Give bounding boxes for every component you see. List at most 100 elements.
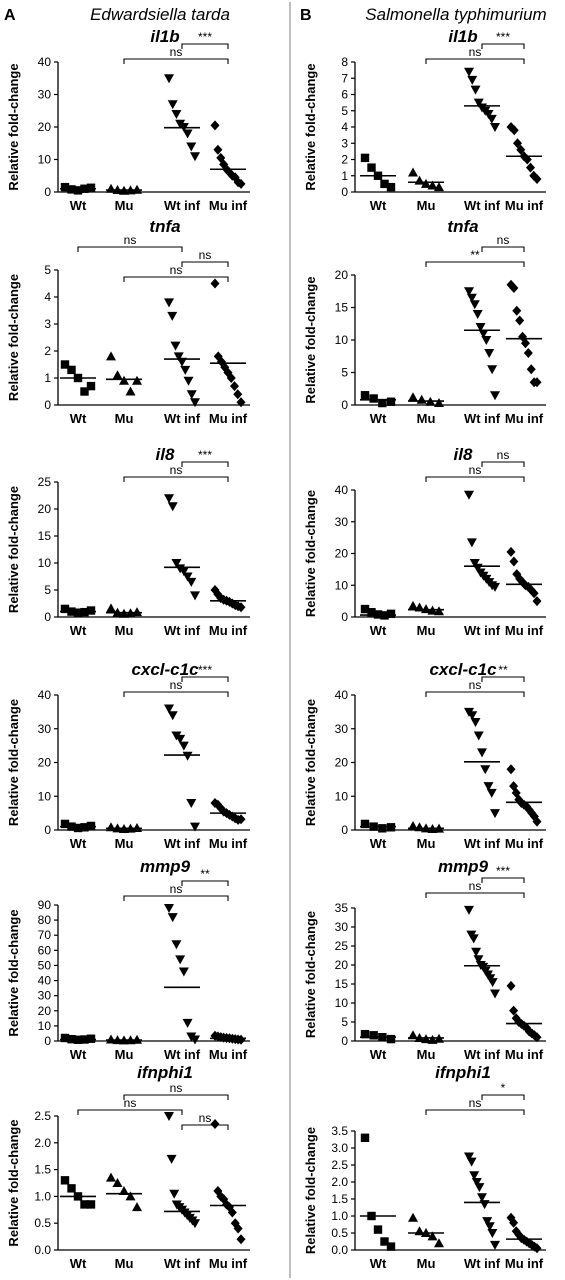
significance-bracket [481,676,525,682]
y-tick-label: 40 [335,483,349,497]
data-point [236,397,246,408]
data-point [421,178,431,188]
data-point [532,174,542,184]
data-point [164,704,174,714]
data-point [386,1034,396,1044]
data-point [132,184,142,194]
data-point [190,591,200,601]
y-tick-label: 80 [38,913,52,927]
x-tick-label: Wt [370,1256,387,1271]
significance-label: ns [170,263,183,277]
data-point [532,1032,542,1043]
data-point [360,819,370,829]
data-point [414,175,425,185]
data-point [167,913,178,923]
x-tick-label: Mu inf [209,1047,248,1062]
x-tick-label: Mu [417,1047,436,1062]
significance-bracket [425,691,525,697]
significance-bracket [425,58,525,64]
y-tick-label: 30 [38,989,52,1003]
chart-title: mmp9 [438,857,489,876]
y-tick-label: 2 [44,344,51,358]
data-point [464,287,474,297]
y-tick-label: 10 [38,1019,52,1033]
data-point [169,1189,180,1199]
data-point [213,144,223,155]
data-point [386,397,396,406]
y-axis-label: Relative fold-change [303,911,318,1038]
x-tick-label: Mu inf [209,1256,248,1271]
data-point [119,1186,129,1196]
data-point [487,365,498,375]
data-point [236,602,246,613]
y-tick-label: 10 [38,153,52,167]
x-tick-label: Wt inf [464,623,501,638]
x-tick-label: Mu inf [209,836,248,851]
y-tick-label: 0.5 [34,1216,51,1230]
data-point [487,978,498,988]
data-point [482,1217,493,1227]
y-tick-label: 1.0 [331,1209,348,1223]
data-point [434,182,444,192]
data-point [166,1154,177,1164]
data-point [164,494,174,504]
significance-bracket [425,261,525,267]
data-point [471,947,482,957]
data-point [73,186,83,195]
significance-bracket [181,676,229,682]
x-tick-label: Wt inf [164,198,201,213]
y-tick-label: 10 [335,789,349,803]
data-point [369,394,378,403]
x-tick-label: Mu inf [505,1256,544,1271]
x-tick-label: Wt [70,411,87,426]
x-tick-label: Wt inf [464,411,501,426]
significance-bracket [77,246,183,252]
data-point [478,329,489,339]
data-point [416,394,427,404]
significance-bracket [181,880,229,886]
significance-bracket [181,43,229,49]
chart-title: il8 [156,445,175,464]
y-axis-label: Relative fold-change [303,699,318,826]
chart-title: mmp9 [140,857,191,876]
y-axis-label: Relative fold-change [6,699,21,826]
data-point [182,129,193,139]
y-axis-label: Relative fold-change [6,1119,21,1246]
data-point [175,955,186,965]
data-point [60,604,70,614]
x-tick-label: Mu [115,411,134,426]
data-point [106,1172,116,1182]
y-tick-label: 20 [38,1004,52,1018]
significance-label: ns [199,248,212,262]
data-point [526,364,536,375]
y-tick-label: 3.0 [331,1141,348,1155]
chart-title: tnfa [149,217,180,236]
x-tick-label: Wt inf [164,411,201,426]
data-point [171,940,182,950]
x-tick-label: Wt [370,623,387,638]
data-point [186,142,197,152]
data-point [380,1237,389,1246]
data-point [86,1200,96,1209]
significance-label: *** [198,448,212,462]
data-point [490,123,500,132]
y-tick-label: 20 [335,268,349,282]
data-point [175,734,186,744]
y-tick-label: 60 [38,943,52,957]
x-tick-label: Mu [115,1047,134,1062]
y-axis-label: Relative fold-change [303,276,318,403]
significance-label: ns [170,463,183,477]
data-point [471,1178,482,1187]
y-tick-label: 20 [335,756,349,770]
data-point [408,600,418,610]
data-point [367,163,376,172]
y-tick-label: 10 [38,556,52,570]
data-point [60,182,70,192]
y-tick-label: 0.5 [331,1226,348,1240]
data-point [170,341,181,351]
y-tick-label: 90 [38,898,52,912]
y-tick-label: 15 [335,977,349,991]
x-tick-label: Wt [370,198,387,213]
y-tick-label: 10 [38,789,52,803]
chart-title: il1b [150,27,179,46]
